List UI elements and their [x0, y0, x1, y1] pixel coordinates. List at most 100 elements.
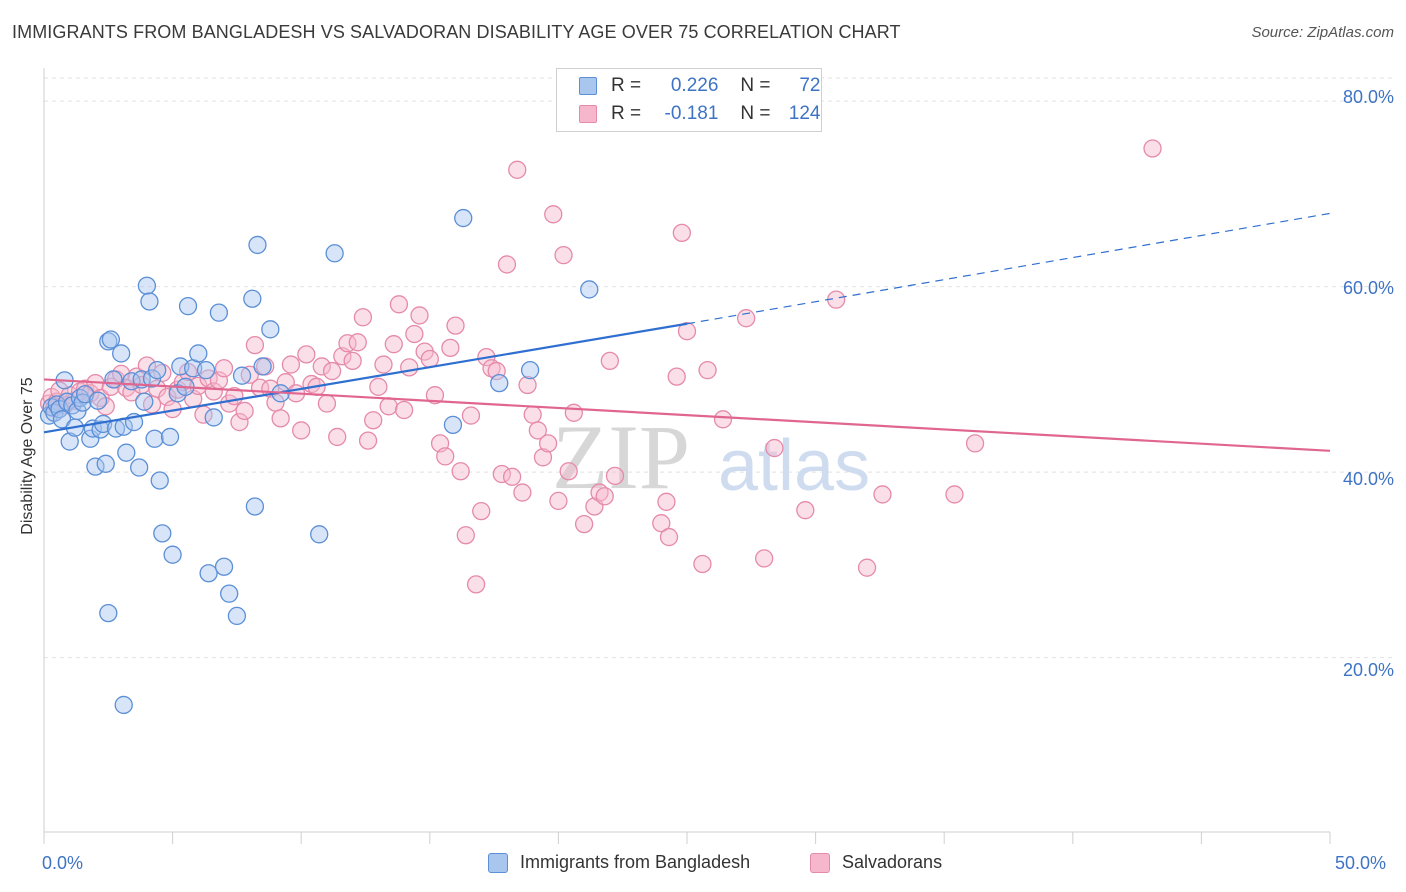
data-point	[559, 462, 578, 481]
data-point	[490, 373, 509, 393]
data-point	[343, 351, 362, 371]
data-point	[101, 330, 121, 349]
data-point	[659, 527, 679, 547]
data-point	[482, 359, 501, 378]
data-point	[322, 361, 342, 381]
data-point	[253, 357, 272, 376]
data-point	[677, 322, 697, 341]
data-point	[945, 485, 964, 504]
data-point	[492, 464, 511, 484]
data-point	[150, 471, 169, 490]
data-point	[220, 584, 239, 603]
data-point	[374, 355, 393, 374]
data-point	[472, 501, 491, 521]
data-point	[454, 208, 473, 228]
watermark-zip: ZIP	[552, 406, 690, 508]
bottom-legend-bangladesh: Immigrants from Bangladesh	[488, 852, 750, 873]
data-point	[63, 396, 82, 415]
legend-n-label: N =	[740, 103, 771, 124]
bottom-legend-salvadorans: Salvadorans	[810, 852, 942, 873]
watermark-atlas: atlas	[718, 426, 870, 506]
legend-n-label: N =	[740, 75, 771, 96]
data-point	[698, 360, 717, 380]
data-point	[52, 410, 72, 429]
data-point	[436, 447, 455, 466]
data-point	[99, 603, 118, 623]
bottom-legend-swatch-pink	[810, 852, 830, 873]
legend-row-salvadorans: R = -0.181 N = 124	[579, 101, 821, 127]
data-point	[243, 289, 262, 308]
data-point	[765, 438, 784, 458]
data-point	[199, 564, 218, 583]
data-point	[549, 491, 568, 511]
data-point	[394, 400, 414, 420]
series-bangladesh	[39, 208, 599, 715]
data-point	[281, 355, 301, 374]
data-point	[232, 366, 252, 385]
data-point	[796, 501, 815, 520]
data-point	[227, 606, 247, 626]
legend-n-value: 72	[799, 75, 821, 96]
watermark: ZIP atlas	[552, 406, 870, 508]
data-point	[112, 344, 131, 363]
data-point	[140, 292, 159, 311]
data-point	[204, 408, 223, 427]
data-point	[196, 360, 216, 380]
legend-swatch-pink	[579, 105, 597, 123]
legend-r-label: R =	[611, 75, 642, 96]
y-tick-label-40: 40.0%	[1342, 469, 1394, 489]
data-point	[317, 394, 337, 413]
legend-n-value: 124	[788, 103, 821, 124]
data-point	[160, 427, 180, 447]
data-point	[325, 244, 344, 263]
x-tick-label-50: 50.0%	[1335, 853, 1387, 873]
data-point	[271, 409, 290, 428]
data-point	[148, 360, 167, 380]
data-point	[528, 421, 547, 440]
data-point	[652, 514, 671, 533]
data-point	[502, 467, 522, 486]
axes	[43, 68, 1331, 844]
legend-r-value: -0.181	[664, 103, 719, 124]
data-point	[420, 349, 439, 369]
data-point	[88, 391, 108, 410]
data-point	[672, 223, 692, 243]
data-point	[240, 365, 259, 384]
data-point	[554, 245, 573, 265]
data-point	[737, 309, 756, 328]
data-point	[364, 411, 383, 430]
data-point	[451, 462, 470, 481]
trend-line-salvadorans	[43, 378, 1331, 452]
y-tick-label-80: 80.0%	[1342, 87, 1394, 107]
data-point	[86, 457, 105, 476]
source-label: Source: ZipAtlas.com	[1251, 24, 1394, 41]
legend-row-bangladesh: R = 0.226 N = 72	[579, 73, 821, 99]
data-point	[153, 363, 172, 383]
legend-swatch-blue	[579, 77, 597, 95]
data-point	[461, 406, 481, 425]
data-point	[513, 483, 532, 502]
data-point	[235, 401, 254, 421]
data-point	[520, 360, 540, 380]
data-point	[657, 492, 676, 511]
data-point	[81, 384, 100, 403]
data-point	[564, 403, 583, 422]
trend-line-bangladesh	[43, 322, 688, 434]
data-point	[353, 308, 373, 327]
data-point	[214, 359, 234, 378]
data-point	[163, 545, 182, 564]
data-point	[400, 358, 419, 377]
data-point	[497, 255, 517, 274]
data-point	[441, 338, 460, 358]
data-point	[405, 324, 424, 344]
data-point	[153, 524, 172, 543]
trend-lines	[43, 212, 1331, 452]
data-point	[209, 303, 229, 322]
x-tick-label-0: 0.0%	[42, 853, 84, 873]
data-point	[667, 367, 686, 386]
data-point	[755, 549, 774, 568]
data-point	[358, 431, 378, 450]
bottom-legend-label: Salvadorans	[842, 852, 943, 872]
data-point	[857, 558, 877, 577]
